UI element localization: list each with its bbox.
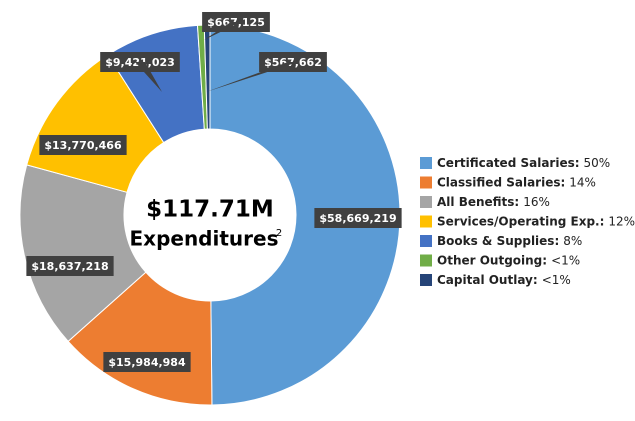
slice xyxy=(19,164,147,343)
legend-swatch xyxy=(420,274,432,286)
legend: Certificated Salaries: 50% Classified Sala… xyxy=(420,156,635,287)
label-box xyxy=(26,256,114,276)
legend-swatch xyxy=(420,157,432,169)
legend-percent: <1% xyxy=(551,253,580,267)
labels: $58,669,219 $15,984,984 $18,637,218 $13,770… xyxy=(26,12,402,372)
legend-swatch xyxy=(420,254,432,267)
value-label: $18,637,218 xyxy=(31,260,108,273)
legend-percent: 50% xyxy=(584,156,611,170)
legend-swatch xyxy=(420,235,432,247)
legend-name: Capital Outlay: xyxy=(437,273,538,287)
legend-label: Services/Operating Exp.: 12% xyxy=(437,214,635,228)
legend-name: Classified Salaries: xyxy=(437,175,565,189)
legend-label: All Benefits: 16% xyxy=(437,195,550,209)
center-title: $117.71M xyxy=(146,197,274,223)
label-box xyxy=(39,135,127,155)
value-label: $58,669,219 xyxy=(319,212,396,225)
value-label: $13,770,466 xyxy=(44,139,122,152)
legend-percent: 12% xyxy=(608,214,635,228)
legend-label: Classified Salaries: 14% xyxy=(437,175,596,189)
legend-swatch xyxy=(420,215,432,228)
label-box xyxy=(103,352,191,372)
legend-percent: <1% xyxy=(542,273,571,287)
label-pointer xyxy=(204,22,241,40)
legend-label: Books & Supplies: 8% xyxy=(437,234,582,248)
legend-percent: 14% xyxy=(569,175,596,189)
legend-name: Books & Supplies: xyxy=(437,234,559,248)
label-box xyxy=(314,208,402,228)
legend-label: Certificated Salaries: 50% xyxy=(437,156,610,170)
legend-label: Capital Outlay: <1% xyxy=(437,273,571,287)
legend-swatch xyxy=(420,196,432,208)
center-subtitle: Expenditures xyxy=(130,227,279,251)
legend-name: Services/Operating Exp.: xyxy=(437,214,604,228)
label-pointer xyxy=(135,62,162,92)
legend-swatch xyxy=(420,176,432,189)
legend-name: Other Outgoing: xyxy=(437,253,547,267)
legend-label: Other Outgoing: <1% xyxy=(437,253,580,267)
legend-name: All Benefits: xyxy=(437,195,519,209)
slice xyxy=(209,24,401,406)
value-label: $15,984,984 xyxy=(108,356,186,369)
legend-percent: 16% xyxy=(523,195,550,209)
legend-name: Certificated Salaries: xyxy=(437,156,580,170)
center-note: 2 xyxy=(276,228,282,239)
label-pointer xyxy=(206,62,298,92)
legend-percent: 8% xyxy=(563,234,582,248)
